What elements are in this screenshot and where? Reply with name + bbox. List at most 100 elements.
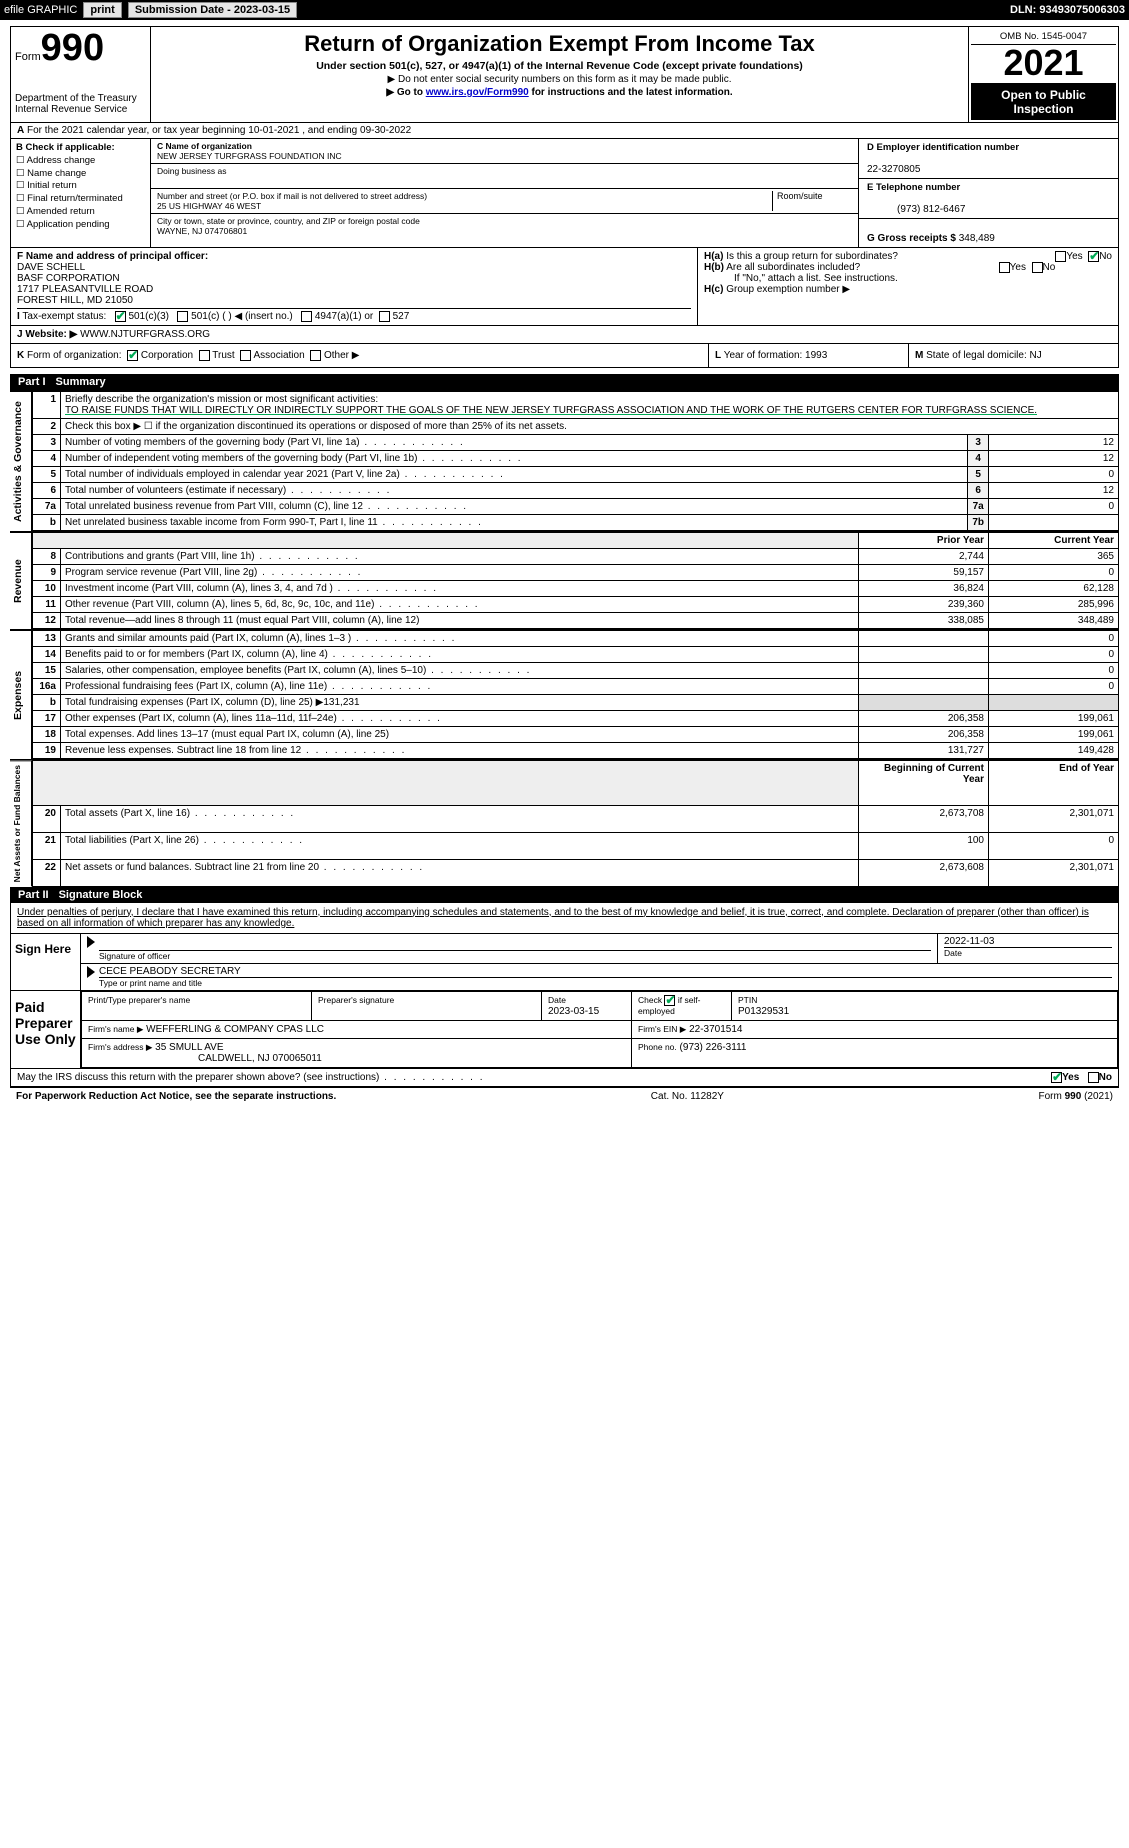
cb-initial-return[interactable]: ☐ Initial return <box>16 180 145 193</box>
dept-treasury: Department of the Treasury <box>15 93 144 104</box>
may-discuss-yes: Yes <box>1062 1072 1079 1083</box>
opt-other: Other ▶ <box>324 350 359 361</box>
cb-trust[interactable] <box>199 350 210 361</box>
hdr-prior: Prior Year <box>859 533 989 549</box>
prep-sig-label: Preparer's signature <box>318 995 394 1005</box>
exp-row-16b: bTotal fundraising expenses (Part IX, co… <box>33 695 1119 711</box>
print-button[interactable]: print <box>83 2 121 18</box>
sig-name-cell: CECE PEABODY SECRETARY Type or print nam… <box>93 964 1118 990</box>
side-expenses: Expenses <box>10 630 32 759</box>
room-label: Room/suite <box>777 191 823 201</box>
row-bcdefg: B Check if applicable: ☐ Address change … <box>10 139 1119 248</box>
prep-check-cell: Check if self-employed <box>632 991 732 1020</box>
org-name-row: C Name of organization NEW JERSEY TURFGR… <box>151 139 858 164</box>
gov-row-7a: 7aTotal unrelated business revenue from … <box>33 499 1119 515</box>
prep-date-label: Date <box>548 995 566 1005</box>
paid-preparer-right: Print/Type preparer's name Preparer's si… <box>81 991 1118 1068</box>
label-a: A <box>17 125 24 136</box>
net-col-hdr: Beginning of Current YearEnd of Year <box>33 761 1119 806</box>
may-discuss-no-cb[interactable] <box>1088 1072 1099 1083</box>
gov-r7a-b: 7a <box>968 499 989 515</box>
gov-r3-n: 3 <box>33 435 61 451</box>
opt-4947: 4947(a)(1) or <box>315 311 373 322</box>
hb-yes-cb[interactable] <box>999 262 1010 273</box>
cb-527[interactable] <box>379 311 390 322</box>
part2-header: Part II Signature Block <box>10 887 1119 903</box>
form-wrapper: Form990 Department of the Treasury Inter… <box>0 20 1129 1115</box>
m-state: M State of legal domicile: NJ <box>908 344 1118 367</box>
mission-num: 1 <box>33 392 61 419</box>
net-hdr-c: End of Year <box>989 761 1119 806</box>
penalty-text: Under penalties of perjury, I declare th… <box>10 903 1119 933</box>
sub3-suffix: for instructions and the latest informat… <box>529 87 733 98</box>
ha-yes-cb[interactable] <box>1055 251 1066 262</box>
ha-no-cb[interactable] <box>1088 251 1099 262</box>
firm-name-label: Firm's name ▶ <box>88 1024 143 1034</box>
may-discuss-yes-cb[interactable] <box>1051 1072 1062 1083</box>
footer-row: For Paperwork Reduction Act Notice, see … <box>10 1087 1119 1105</box>
prep-sig-cell: Preparer's signature <box>312 991 542 1020</box>
submission-date-button[interactable]: Submission Date - 2023-03-15 <box>128 2 297 18</box>
prep-date-cell: Date2023-03-15 <box>542 991 632 1020</box>
cb-address-change[interactable]: ☐ Address change <box>16 155 145 168</box>
cb-final-return-label: Final return/terminated <box>27 193 123 204</box>
cb-4947[interactable] <box>301 311 312 322</box>
opt-assoc: Association <box>254 350 305 361</box>
exp-row-18: 18Total expenses. Add lines 13–17 (must … <box>33 727 1119 743</box>
cb-final-return[interactable]: ☐ Final return/terminated <box>16 193 145 206</box>
part1-label: Part I <box>18 376 46 388</box>
cb-name-change-label: Name change <box>27 168 86 179</box>
cb-other[interactable] <box>310 350 321 361</box>
prep-name-label: Print/Type preparer's name <box>88 995 190 1005</box>
section-revenue: Revenue Prior YearCurrent Year 8Contribu… <box>10 531 1119 629</box>
open-to-public: Open to Public Inspection <box>971 84 1116 120</box>
mission-cell: Briefly describe the organization's miss… <box>61 392 1119 419</box>
exp-r16b-n: b <box>33 695 61 711</box>
rev-r10-c: 62,128 <box>989 581 1119 597</box>
form990-link[interactable]: www.irs.gov/Form990 <box>426 87 529 98</box>
exp-row-14: 14Benefits paid to or for members (Part … <box>33 647 1119 663</box>
gov-r5-b: 5 <box>968 467 989 483</box>
rev-r8-c: 365 <box>989 549 1119 565</box>
gross-label: G Gross receipts $ <box>867 233 956 244</box>
cb-amended-return[interactable]: ☐ Amended return <box>16 206 145 219</box>
exp-r15-n: 15 <box>33 663 61 679</box>
cb-assoc[interactable] <box>240 350 251 361</box>
city-label: City or town, state or province, country… <box>157 216 420 226</box>
city-row: City or town, state or province, country… <box>151 214 858 238</box>
net-r20-d: Total assets (Part X, line 16) <box>61 806 859 833</box>
firm-addr-cell: Firm's address ▶ 35 SMULL AVECALDWELL, N… <box>82 1038 632 1067</box>
rev-row-8: 8Contributions and grants (Part VIII, li… <box>33 549 1119 565</box>
hb-no-cb[interactable] <box>1032 262 1043 273</box>
rev-r12-p: 338,085 <box>859 613 989 629</box>
gov-row-4: 4Number of independent voting members of… <box>33 451 1119 467</box>
street-row: Number and street (or P.O. box if mail i… <box>151 189 858 214</box>
col-b-checkboxes: B Check if applicable: ☐ Address change … <box>11 139 151 247</box>
gov-r3-v: 12 <box>989 435 1119 451</box>
net-row-22: 22Net assets or fund balances. Subtract … <box>33 859 1119 886</box>
gov-r5-n: 5 <box>33 467 61 483</box>
cb-501c[interactable] <box>177 311 188 322</box>
cb-501c3[interactable] <box>115 311 126 322</box>
gov-r2-d: Check this box ▶ ☐ if the organization d… <box>61 419 1119 435</box>
exp-r14-d: Benefits paid to or for members (Part IX… <box>61 647 859 663</box>
form-number: 990 <box>41 27 104 69</box>
rev-r9-n: 9 <box>33 565 61 581</box>
rev-r10-n: 10 <box>33 581 61 597</box>
cb-app-pending[interactable]: ☐ Application pending <box>16 219 145 232</box>
cb-self-employed[interactable] <box>664 995 675 1006</box>
cb-corp[interactable] <box>127 350 138 361</box>
gov-row-6: 6Total number of volunteers (estimate if… <box>33 483 1119 499</box>
cb-address-change-label: Address change <box>27 155 96 166</box>
exp-r13-c: 0 <box>989 631 1119 647</box>
exp-row-16a: 16aProfessional fundraising fees (Part I… <box>33 679 1119 695</box>
cb-name-change[interactable]: ☐ Name change <box>16 168 145 181</box>
exp-r16a-n: 16a <box>33 679 61 695</box>
exp-r13-n: 13 <box>33 631 61 647</box>
exp-r18-n: 18 <box>33 727 61 743</box>
header-left: Form990 Department of the Treasury Inter… <box>11 27 151 122</box>
prep-ptin-cell: PTINP01329531 <box>732 991 1118 1020</box>
net-r22-n: 22 <box>33 859 61 886</box>
exp-r14-c: 0 <box>989 647 1119 663</box>
firm-addr2: CALDWELL, NJ 070065011 <box>88 1053 322 1064</box>
